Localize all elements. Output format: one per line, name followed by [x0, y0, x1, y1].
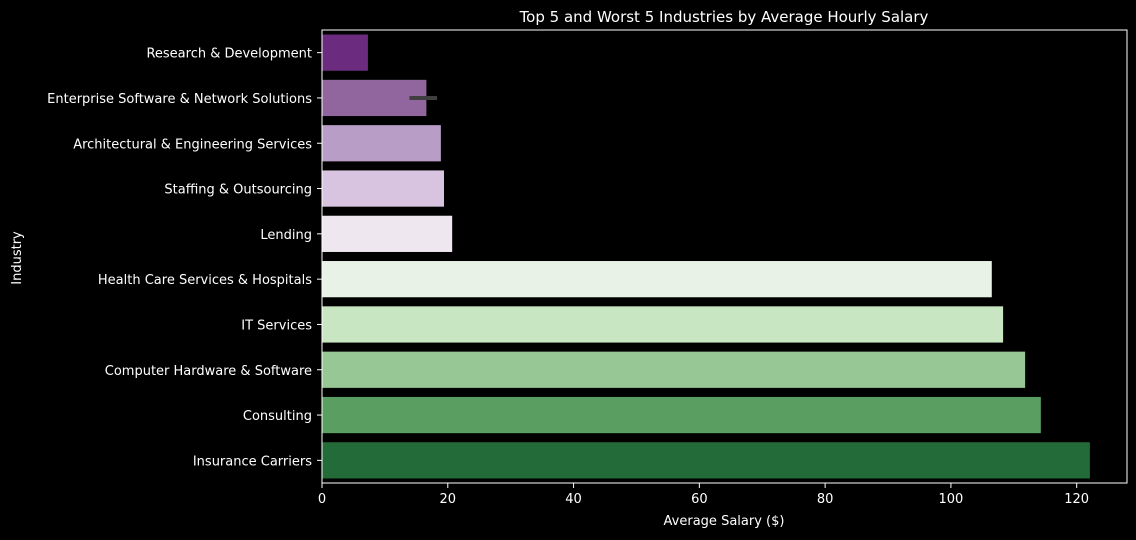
x-tick-label: 100 [938, 492, 963, 507]
bar-6 [322, 261, 992, 298]
bar-9 [322, 396, 1041, 434]
y-tick-label: Insurance Carriers [193, 454, 312, 469]
x-tick-label: 60 [691, 492, 708, 507]
bar-5 [322, 215, 453, 252]
x-tick-label: 80 [817, 492, 834, 507]
y-tick-label: Lending [260, 228, 312, 243]
y-tick-label: IT Services [241, 318, 312, 333]
y-tick-label: Enterprise Software & Network Solutions [47, 92, 312, 107]
bar-3 [322, 125, 441, 162]
x-tick-label: 20 [440, 492, 457, 507]
plot-frame [321, 29, 1128, 484]
bar-7 [322, 306, 1004, 343]
bar-1 [322, 34, 368, 71]
y-axis-label: Industry [10, 231, 25, 285]
bar-2 [322, 79, 427, 117]
bar-4 [322, 170, 445, 207]
y-tick-label: Computer Hardware & Software [105, 364, 312, 379]
y-tick-label: Health Care Services & Hospitals [98, 273, 312, 288]
y-tick-label: Staffing & Outsourcing [164, 183, 312, 198]
chart-title: Top 5 and Worst 5 Industries by Average … [519, 8, 929, 26]
ticks-layer: Research & Development Enterprise Softwar… [47, 47, 1089, 507]
y-tick-label: Architectural & Engineering Services [73, 137, 312, 152]
y-tick-label: Research & Development [146, 47, 312, 62]
bars-layer [322, 34, 1090, 479]
x-axis-label: Average Salary ($) [664, 514, 785, 529]
x-tick-label: 120 [1064, 492, 1089, 507]
x-tick-label: 0 [318, 492, 326, 507]
y-tick-label: Consulting [243, 409, 312, 424]
bar-8 [322, 351, 1026, 388]
x-tick-label: 40 [565, 492, 582, 507]
bar-10 [322, 442, 1090, 479]
